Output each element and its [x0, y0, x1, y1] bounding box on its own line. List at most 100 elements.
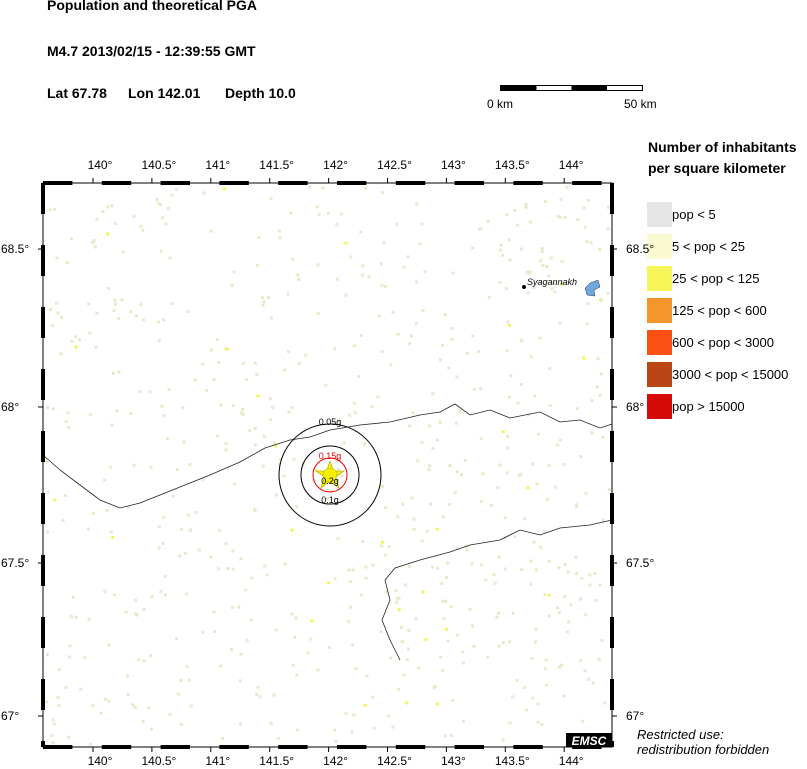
coastline [42, 403, 613, 509]
population-cell [261, 303, 265, 307]
population-cell [45, 530, 49, 534]
population-cell [455, 375, 459, 379]
population-cell [137, 658, 141, 662]
population-cell [547, 274, 551, 278]
population-cell [444, 627, 448, 631]
population-cell [529, 559, 533, 563]
population-cell [520, 339, 524, 343]
population-cell [416, 666, 420, 670]
population-cell [597, 657, 601, 661]
population-cell [333, 728, 337, 732]
population-cell [431, 565, 435, 569]
population-cell [295, 673, 299, 677]
population-cell [110, 204, 114, 208]
population-cell [256, 394, 260, 398]
population-cell [574, 555, 578, 559]
population-cell [352, 713, 356, 717]
population-cell [49, 308, 53, 312]
population-cell [316, 311, 320, 315]
population-cell [111, 371, 115, 375]
population-cell [586, 199, 590, 203]
population-cell [51, 741, 55, 745]
population-cell [134, 598, 138, 602]
population-cell [468, 607, 472, 611]
population-cell [269, 197, 273, 201]
population-cell [189, 704, 193, 708]
population-cell [579, 659, 583, 663]
population-cell [423, 270, 427, 274]
population-cell [213, 630, 217, 634]
population-cell [306, 651, 310, 655]
population-cell [585, 322, 589, 326]
population-cell [496, 611, 500, 615]
population-cell [344, 241, 348, 245]
population-cell [262, 435, 266, 439]
legend-swatch [647, 202, 672, 227]
population-cell [436, 566, 440, 570]
population-cell [441, 343, 445, 347]
population-cell [230, 284, 234, 288]
population-cell [217, 529, 221, 533]
population-cell [270, 316, 274, 320]
population-cell [580, 719, 584, 723]
population-cell [71, 595, 75, 599]
population-cell [460, 473, 464, 477]
population-cell [465, 352, 469, 356]
population-cell [456, 633, 460, 637]
population-cell [550, 287, 554, 291]
population-cell [547, 593, 551, 597]
population-cell [114, 302, 118, 306]
lon-tick-top: 142° [323, 158, 348, 172]
population-cell [420, 222, 424, 226]
population-cell [486, 220, 490, 224]
population-cell [272, 693, 276, 697]
population-cell [559, 197, 563, 201]
lon-tick-bottom: 142.5° [377, 754, 412, 768]
population-cell [376, 395, 380, 399]
population-cell [310, 619, 314, 623]
population-cell [170, 193, 174, 197]
population-cell [157, 339, 161, 343]
population-cell [349, 255, 353, 259]
population-cell [490, 503, 494, 507]
population-cell [148, 390, 152, 394]
population-cell [352, 344, 356, 348]
population-cell [241, 407, 245, 411]
population-cell [250, 576, 254, 580]
population-cell [380, 544, 384, 548]
population-cell [472, 644, 476, 648]
population-cell [451, 271, 455, 275]
legend-label: 600 < pop < 3000 [672, 335, 774, 350]
population-cell [91, 511, 95, 515]
population-cell [371, 563, 375, 567]
population-cell [455, 547, 459, 551]
population-cell [157, 201, 161, 205]
population-cell [57, 668, 61, 672]
population-cell [442, 617, 446, 621]
population-cell [347, 568, 351, 572]
population-cell [253, 443, 257, 447]
population-cell [317, 213, 321, 217]
population-cell [531, 462, 535, 466]
population-cell [277, 229, 281, 233]
population-cell [447, 366, 451, 370]
population-cell [53, 207, 57, 211]
population-cell [239, 652, 243, 656]
population-cell [205, 389, 209, 393]
population-cell [167, 388, 171, 392]
population-cell [326, 497, 330, 501]
population-cell [536, 432, 540, 436]
map-frame [42, 182, 613, 748]
population-cell [68, 644, 72, 648]
population-cell [582, 356, 586, 360]
lat-tick-left: 68° [1, 400, 19, 414]
population-cell [432, 686, 436, 690]
population-cell [505, 349, 509, 353]
population-cell [435, 527, 439, 531]
population-cell [554, 485, 558, 489]
population-cell [335, 277, 339, 281]
population-cell [547, 614, 551, 618]
population-cell [508, 640, 512, 644]
population-cell [513, 208, 517, 212]
population-cell [507, 324, 511, 328]
